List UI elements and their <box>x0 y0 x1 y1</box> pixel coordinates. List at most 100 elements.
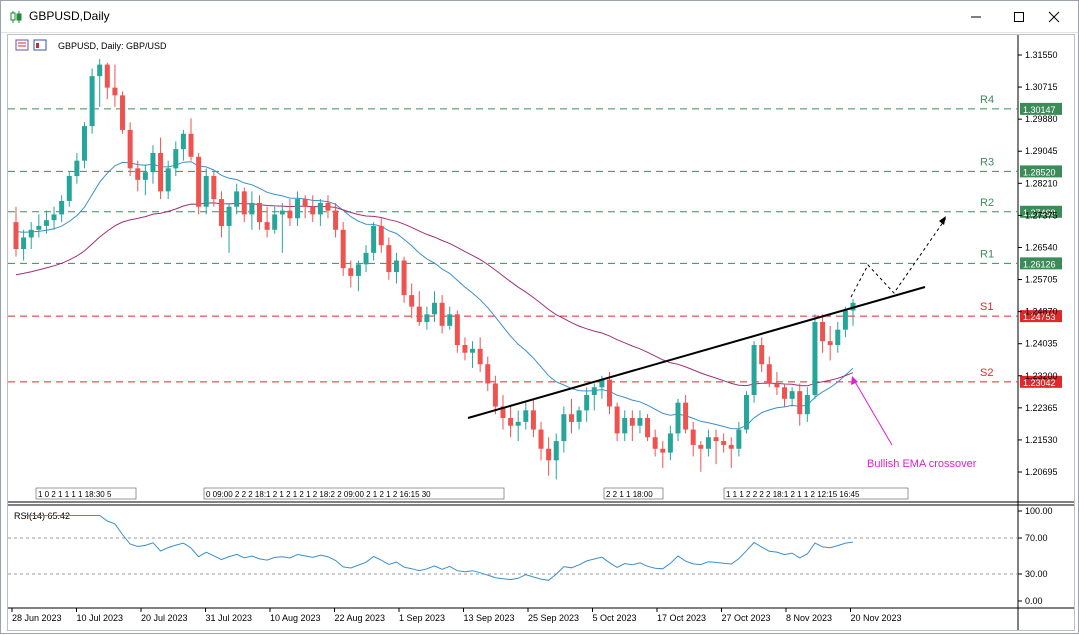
candle <box>13 206 19 257</box>
close-button[interactable] <box>1032 1 1076 32</box>
candle <box>340 222 346 276</box>
annotation-arrow <box>853 379 893 446</box>
candle <box>325 195 331 219</box>
date-label: 8 Nov 2023 <box>786 613 832 623</box>
date-label: 13 Sep 2023 <box>464 613 515 623</box>
candles <box>13 58 856 480</box>
session-strip-text: 1 0 2 1 1 1 1 18:30 5 <box>38 490 112 499</box>
candle <box>218 191 224 238</box>
candle <box>705 429 711 457</box>
candle <box>804 387 810 422</box>
candle <box>721 433 727 453</box>
close-icon <box>1048 11 1060 22</box>
level-price-box <box>1020 375 1062 388</box>
session-strips: 1 0 2 1 1 1 1 18:30 5 0 09:00 2 2 2 18:1 … <box>35 487 909 500</box>
candle <box>743 391 749 434</box>
candle <box>424 306 430 330</box>
candle <box>561 406 567 453</box>
session-strip-text: 1 1 1 2 2 2 2 18:1 2 1 1 2 12:15 16:45 <box>726 490 860 499</box>
price-tick-label: 1.21530 <box>1025 435 1058 445</box>
candle <box>492 375 498 415</box>
annotation-text: Bullish EMA crossover <box>867 458 977 470</box>
ema-fast-line <box>15 161 854 430</box>
candle <box>51 206 57 230</box>
candle <box>416 291 422 326</box>
candle <box>462 337 468 361</box>
candle <box>74 152 80 184</box>
level-price-label: 1.23042 <box>1023 378 1056 388</box>
level-price-label: 1.24753 <box>1023 312 1056 322</box>
candle <box>508 406 514 438</box>
date-label: 5 Oct 2023 <box>593 613 637 623</box>
candle <box>226 202 232 253</box>
annotation-arrowhead <box>851 376 858 385</box>
candle <box>447 306 453 330</box>
price-tick-label: 1.27375 <box>1025 210 1058 220</box>
date-label: 22 Aug 2023 <box>335 613 386 623</box>
candle <box>249 191 255 230</box>
candle <box>591 383 597 411</box>
candle <box>378 218 384 253</box>
candle <box>173 141 179 177</box>
candle <box>180 129 186 161</box>
price-chart[interactable]: GBPUSD, Daily: GBP/USD R4 1.30147 R3 1.2852… <box>8 35 1074 630</box>
candle <box>28 222 34 249</box>
rsi-tick-label: 100.00 <box>1025 506 1053 516</box>
candlestick-chart-icon <box>10 11 22 23</box>
candle <box>515 410 521 442</box>
candle <box>59 195 65 223</box>
maximize-button[interactable] <box>997 1 1041 32</box>
minimize-button[interactable] <box>954 1 998 32</box>
level-price-box <box>1020 205 1062 218</box>
candle <box>348 260 354 288</box>
candle <box>584 387 590 422</box>
level-name-r1: R1 <box>980 248 994 260</box>
candle <box>774 371 780 395</box>
candle <box>470 341 476 369</box>
price-tick-label: 1.24870 <box>1025 307 1058 317</box>
rsi-tick-label: 30.00 <box>1025 569 1048 579</box>
projection-arrowhead <box>939 216 946 225</box>
candle <box>43 210 49 234</box>
candle <box>89 68 95 134</box>
candle <box>142 164 148 196</box>
price-tick-label: 1.23200 <box>1025 371 1058 381</box>
session-strip <box>723 487 909 500</box>
candle <box>629 410 635 442</box>
candle <box>690 421 696 457</box>
rsi-tick-label: 0.00 <box>1025 596 1043 606</box>
chart-area[interactable]: GBPUSD, Daily: GBP/USD R4 1.30147 R3 1.2852… <box>7 34 1075 631</box>
pivot-levels: R4 1.30147 R3 1.28520 R2 1.27469 R1 1.26126 S1 1.… <box>8 94 1062 388</box>
candle <box>409 283 415 319</box>
level-price-box <box>1020 257 1062 270</box>
candle <box>637 410 643 434</box>
candle <box>477 337 483 372</box>
candle <box>812 314 818 399</box>
price-tick-label: 1.28210 <box>1025 178 1058 188</box>
date-label: 31 Jul 2023 <box>206 613 253 623</box>
level-name-r3: R3 <box>980 156 994 168</box>
candle <box>439 295 445 334</box>
candle <box>698 441 704 472</box>
date-label: 10 Aug 2023 <box>270 613 321 623</box>
candle <box>241 187 247 223</box>
level-price-label: 1.28520 <box>1023 167 1056 177</box>
candle <box>310 195 316 223</box>
candle <box>393 252 399 284</box>
level-price-box <box>1020 310 1062 323</box>
candle <box>576 406 582 430</box>
chart-header: GBPUSD, Daily: GBP/USD <box>15 39 167 51</box>
candle <box>652 429 658 457</box>
candle <box>454 310 460 353</box>
candle <box>667 425 673 461</box>
candle <box>622 410 628 442</box>
candle <box>713 429 719 465</box>
session-strip-text: 0 09:00 2 2 2 18:1 2 1 2 1 2 1 2 18:2 2 … <box>206 490 431 499</box>
maximize-icon <box>1014 11 1024 22</box>
candle <box>36 214 42 238</box>
candle <box>568 398 574 434</box>
candle <box>295 191 301 226</box>
candle <box>553 433 559 480</box>
ascending-trendline[interactable] <box>467 286 926 419</box>
candle <box>188 118 194 161</box>
